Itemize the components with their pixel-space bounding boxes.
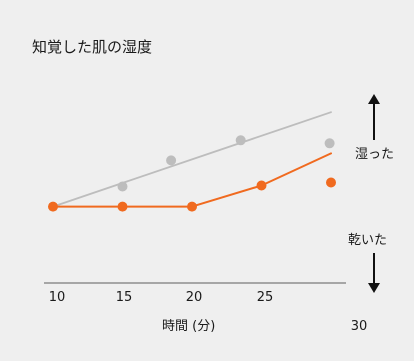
wetter-arrowhead-icon [368,94,380,104]
series-points [48,135,336,212]
series-lines [52,111,332,208]
series-1-point-2 [166,155,177,166]
x-tick-label-10: 10 [49,290,66,305]
x-axis-title: 時間 (分) [162,319,215,334]
x-tick-label-30: 30 [351,319,368,334]
series-2-point-4 [256,180,267,191]
wetter-label: 湿った [355,147,394,162]
chart-title: 知覚した肌の湿度 [32,38,152,56]
series-2-point-1 [48,201,58,212]
x-tick-labels: 10 15 20 25 30 [49,290,368,334]
series-2-line [52,152,332,208]
series-2-point-2 [117,201,128,212]
series-2-point-3 [187,201,197,212]
drier-label: 乾いた [348,233,387,248]
x-tick-label-25: 25 [257,290,274,305]
series-2-point-5 [326,177,336,188]
series-1-point-4 [324,138,335,149]
series-1-point-1 [117,181,128,192]
x-tick-label-20: 20 [186,290,203,305]
x-tick-label-15: 15 [116,290,133,305]
series-1-point-3 [235,135,246,146]
series-1-line [52,111,332,208]
drier-arrowhead-icon [368,283,380,293]
